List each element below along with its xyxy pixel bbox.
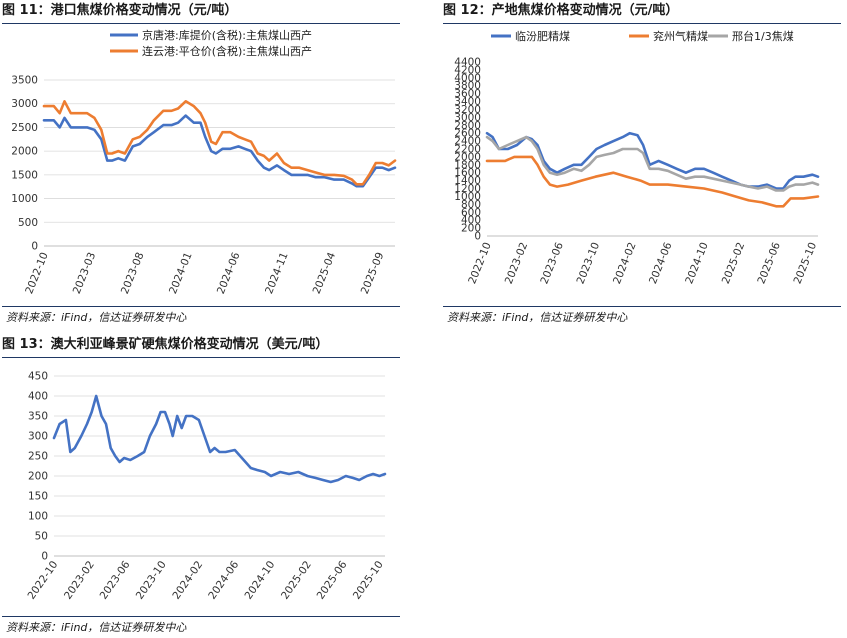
y-tick-label: 3600 bbox=[454, 88, 481, 100]
y-tick-label: 300 bbox=[28, 431, 48, 443]
y-tick-label: 200 bbox=[28, 471, 48, 483]
x-tick-label: 2024-06 bbox=[215, 250, 243, 295]
source-divider bbox=[2, 306, 400, 307]
legend-label: 连云港:平仓价(含税):主焦煤山西产 bbox=[142, 44, 312, 58]
source-note: 资料来源：iFind，信达证券研发中心 bbox=[447, 311, 628, 324]
y-tick-label: 1000 bbox=[11, 193, 38, 205]
series-line bbox=[485, 131, 820, 190]
x-tick-label: 2023-06 bbox=[98, 559, 133, 602]
series-line bbox=[485, 135, 820, 192]
y-tick-label: 2800 bbox=[454, 120, 481, 132]
y-tick-label: 350 bbox=[28, 411, 48, 423]
x-tick-label: 2024-10 bbox=[683, 241, 711, 286]
title-underline bbox=[443, 23, 841, 24]
legend-label: 兖州气精煤 bbox=[653, 29, 708, 43]
legend-label: 临汾肥精煤 bbox=[515, 29, 570, 43]
y-tick-label: 3000 bbox=[454, 112, 481, 124]
x-tick-label: 2023-10 bbox=[134, 559, 169, 602]
y-tick-label: 3800 bbox=[454, 80, 481, 92]
y-tick-label: 100 bbox=[28, 511, 48, 523]
x-tick-label: 2024-01 bbox=[167, 251, 195, 296]
y-tick-label: 1600 bbox=[454, 167, 481, 179]
source-note: 资料来源：iFind，信达证券研发中心 bbox=[6, 621, 187, 634]
chart-svg: 0 500 1000 1500 2000 2500 3000 3500 2022-10 2023-… bbox=[11, 28, 397, 296]
series-line bbox=[52, 394, 387, 484]
x-tick-label: 2022-10 bbox=[25, 559, 60, 602]
y-tick-label: 3500 bbox=[11, 75, 38, 87]
chart-title: 图 12：产地焦煤价格变动情况（元/吨） bbox=[443, 3, 679, 18]
x-tick-label: 2024-02 bbox=[170, 559, 205, 602]
y-tick-label: 2200 bbox=[454, 144, 481, 156]
y-tick-label: 3200 bbox=[454, 104, 481, 116]
y-tick-label: 3000 bbox=[11, 98, 38, 110]
y-tick-label: 600 bbox=[461, 207, 481, 219]
y-tick-label: 2600 bbox=[454, 128, 481, 140]
chart-panel-13: 图 13：澳大利亚峰景矿硬焦煤价格变动情况（美元/吨） 0 50 100 150 200… bbox=[2, 336, 402, 636]
y-tick-label: 1000 bbox=[454, 191, 481, 203]
y-tick-label: 4200 bbox=[454, 64, 481, 76]
x-tick-label: 2025-04 bbox=[311, 250, 339, 295]
y-tick-label: 400 bbox=[28, 391, 48, 403]
y-tick-label: 2000 bbox=[454, 151, 481, 163]
series-line bbox=[42, 114, 397, 188]
y-tick-label: 250 bbox=[28, 451, 48, 463]
x-tick-label: 2023-03 bbox=[71, 251, 99, 296]
series-line bbox=[42, 100, 397, 186]
chart-svg: 0200400600800100012001400160018002000220… bbox=[454, 29, 820, 286]
x-tick-label: 2023-08 bbox=[119, 251, 147, 296]
x-tick-label: 2023-10 bbox=[575, 241, 603, 286]
source-divider bbox=[443, 306, 841, 307]
y-tick-label: 450 bbox=[28, 371, 48, 383]
x-tick-label: 2024-02 bbox=[611, 241, 639, 286]
y-tick-label: 3400 bbox=[454, 96, 481, 108]
x-tick-label: 2025-06 bbox=[315, 559, 350, 602]
source-note: 资料来源：iFind，信达证券研发中心 bbox=[6, 311, 187, 324]
chart-panel-11: 图 11：港口焦煤价格变动情况（元/吨） 0 500 1000 1500 2000 250… bbox=[2, 2, 402, 324]
x-tick-label: 2025-02 bbox=[720, 241, 748, 286]
chart-title: 图 13：澳大利亚峰景矿硬焦煤价格变动情况（美元/吨） bbox=[2, 337, 329, 352]
chart-panel-12: 图 12：产地焦煤价格变动情况（元/吨） 0 200 400 600 800 1000 12… bbox=[443, 2, 843, 324]
x-tick-label: 2024-06 bbox=[206, 559, 241, 602]
x-tick-label: 2025-10 bbox=[792, 241, 820, 286]
x-tick-label: 2025-09 bbox=[359, 251, 387, 296]
y-tick-label: 2400 bbox=[454, 136, 481, 148]
x-tick-label: 2023-02 bbox=[503, 241, 531, 286]
y-tick-label: 200 bbox=[461, 223, 481, 235]
title-underline bbox=[2, 357, 400, 358]
x-tick-label: 2022-10 bbox=[23, 251, 51, 296]
y-tick-label: 50 bbox=[35, 531, 48, 543]
legend-label: 京唐港:库提价(含税):主焦煤山西产 bbox=[142, 28, 312, 42]
x-tick-label: 2024-06 bbox=[647, 240, 675, 285]
x-tick-label: 2024-10 bbox=[242, 559, 277, 602]
x-tick-label: 2025-06 bbox=[755, 240, 783, 285]
series-line bbox=[485, 155, 820, 208]
y-tick-label: 1200 bbox=[454, 183, 481, 195]
y-tick-label: 150 bbox=[28, 491, 48, 503]
x-tick-label: 2023-06 bbox=[538, 240, 566, 285]
y-tick-label: 2500 bbox=[11, 122, 38, 134]
y-tick-label: 500 bbox=[18, 217, 38, 229]
x-tick-label: 2024-11 bbox=[263, 251, 291, 296]
y-tick-label: 0 bbox=[41, 551, 48, 563]
title-underline bbox=[2, 23, 400, 24]
y-tick-label: 2000 bbox=[11, 146, 38, 158]
legend-label: 邢台1/3焦煤 bbox=[732, 29, 794, 43]
x-tick-label: 2025-02 bbox=[279, 559, 314, 602]
y-tick-label: 800 bbox=[461, 199, 481, 211]
x-tick-label: 2023-02 bbox=[62, 559, 97, 602]
y-tick-label: 4000 bbox=[454, 72, 481, 84]
y-tick-label: 400 bbox=[461, 215, 481, 227]
chart-title: 图 11：港口焦煤价格变动情况（元/吨） bbox=[2, 3, 238, 18]
x-tick-label: 2025-10 bbox=[351, 559, 386, 602]
y-tick-label: 0 bbox=[474, 231, 481, 243]
source-divider bbox=[2, 616, 400, 617]
y-tick-label: 1800 bbox=[454, 159, 481, 171]
y-tick-label: 0 bbox=[31, 241, 38, 253]
y-tick-label: 1500 bbox=[11, 169, 38, 181]
x-tick-label: 2022-10 bbox=[466, 241, 494, 286]
y-tick-label: 1400 bbox=[454, 175, 481, 187]
y-tick-label: 4400 bbox=[454, 57, 481, 69]
